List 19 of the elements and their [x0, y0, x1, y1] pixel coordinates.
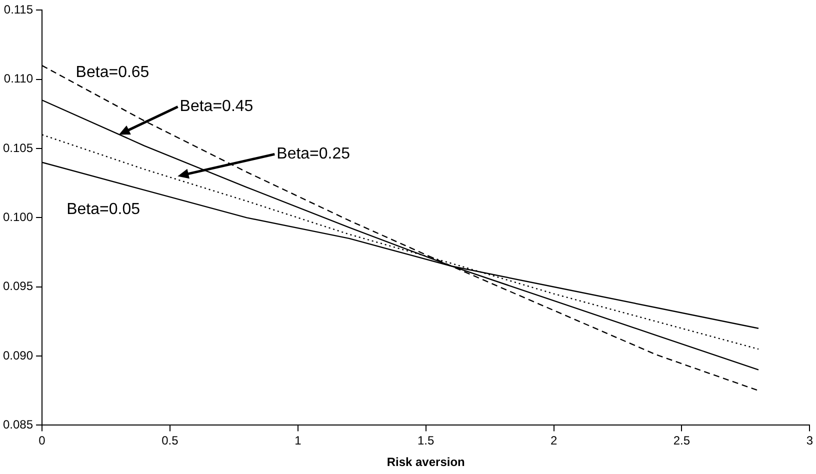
annotation: Beta=0.65: [76, 64, 150, 81]
annotation: Beta=0.45: [180, 98, 254, 116]
annotation: Beta=0.25: [276, 146, 350, 163]
x-tick-label: 2.5: [673, 434, 690, 448]
x-tick-label: 2: [550, 434, 558, 448]
y-tick-label: 0.085: [3, 418, 34, 432]
y-tick-label: 0.090: [3, 348, 34, 362]
y-tick-label: 0.105: [3, 140, 34, 155]
x-tick-label: 3: [806, 434, 814, 448]
x-tick-label: 1: [294, 434, 302, 448]
y-tick-label: 0.115: [4, 2, 34, 17]
y-tick-label: 0.100: [3, 210, 34, 224]
x-axis-title: Risk aversion: [386, 455, 465, 470]
annotation: Beta=0.05: [66, 200, 140, 218]
y-tick-label: 0.110: [4, 72, 34, 86]
y-tick-label: 0.095: [3, 279, 34, 294]
x-tick-label: 0.5: [162, 434, 179, 448]
x-tick-label: 0: [38, 434, 46, 448]
x-tick-label: 1.5: [418, 434, 435, 448]
